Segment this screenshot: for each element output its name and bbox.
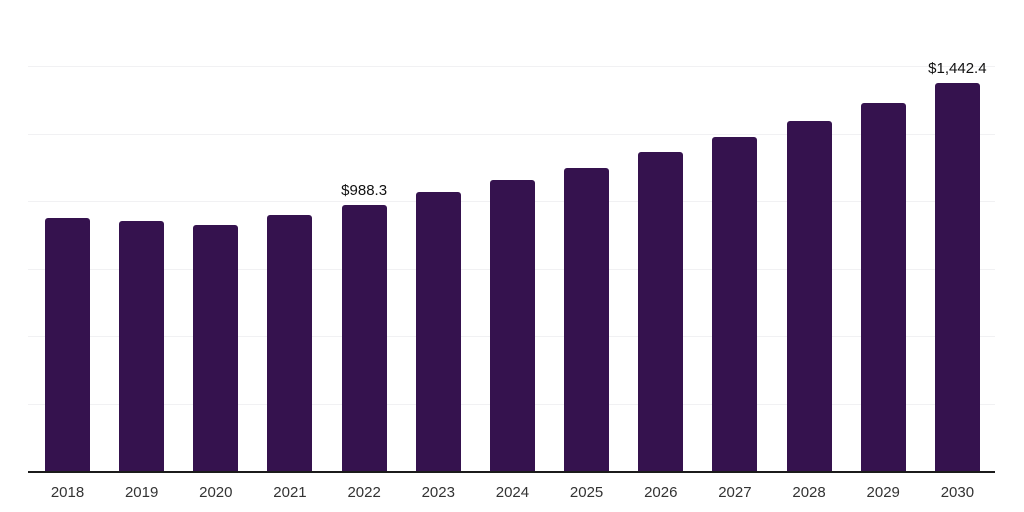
bar-slot-2023 (415, 192, 461, 472)
bar-slot-2026 (638, 152, 684, 472)
x-tick-label-2030: 2030 (940, 484, 975, 501)
bar-slot-2025 (564, 167, 610, 472)
x-tick-label-2018: 2018 (50, 484, 85, 501)
bar-2018 (45, 218, 90, 472)
x-tick-label-2020: 2020 (199, 484, 233, 501)
bar-2027 (712, 137, 758, 472)
plot-area: $988.3 $1,442.4 (28, 0, 995, 473)
x-tick-label-2024: 2024 (495, 484, 530, 501)
bar-slot-2030: $1,442.4 (928, 61, 987, 472)
bar-2024 (489, 180, 535, 472)
bar-2020 (193, 225, 239, 472)
x-tick-label-2022: 2022 (347, 484, 381, 501)
bar-2019 (119, 220, 165, 472)
bar-slot-2018 (45, 218, 90, 472)
gridline-1250 (28, 133, 995, 135)
bar-2030 (934, 82, 980, 472)
x-tick-label-2029: 2029 (866, 484, 900, 501)
bar-slot-2024 (489, 180, 535, 472)
bar-2026 (638, 152, 684, 472)
x-axis-tick-labels: 2018 2019 2020 2021 2022 2023 2024 2025 2026 2027… (45, 484, 980, 501)
bars-group: $988.3 $1,442.4 (45, 0, 987, 472)
gridline-1500 (28, 66, 995, 68)
bar-value-label-2030: $1,442.4 (928, 59, 987, 77)
x-tick-label-2026: 2026 (644, 484, 678, 501)
bar-slot-2021 (267, 214, 313, 472)
x-tick-label-2025: 2025 (569, 484, 604, 501)
x-tick-label-2028: 2028 (792, 484, 826, 501)
bar-2029 (860, 103, 906, 472)
x-axis-line (28, 471, 995, 473)
bar-value-label-2022: $988.3 (341, 182, 388, 200)
bar-2025 (564, 167, 610, 472)
bar-2023 (415, 192, 461, 472)
x-tick-label-2021: 2021 (273, 484, 307, 501)
bar-2021 (267, 214, 313, 472)
bar-slot-2028 (786, 121, 832, 472)
bar-slot-2022: $988.3 (341, 183, 387, 472)
bar-2022 (341, 205, 387, 472)
bar-2028 (786, 121, 832, 472)
bar-slot-2029 (860, 103, 906, 472)
x-tick-label-2027: 2027 (718, 484, 752, 501)
bar-slot-2020 (193, 225, 239, 472)
bar-slot-2027 (712, 137, 758, 472)
x-tick-label-2023: 2023 (421, 484, 455, 501)
x-tick-label-2019: 2019 (124, 484, 159, 501)
bar-slot-2019 (119, 220, 165, 472)
